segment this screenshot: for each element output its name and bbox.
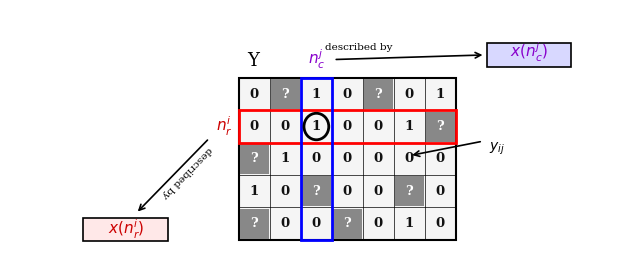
Bar [83, 218, 168, 241]
Bar [301, 78, 332, 240]
Text: ?: ? [344, 217, 351, 230]
Text: 0: 0 [312, 152, 321, 165]
Text: ?: ? [312, 185, 320, 198]
Text: 0: 0 [250, 88, 259, 101]
Text: 1: 1 [250, 185, 259, 198]
Bar [364, 79, 393, 109]
Text: ?: ? [282, 88, 289, 101]
Text: 0: 0 [374, 152, 383, 165]
Text: 1: 1 [404, 120, 414, 133]
Bar [487, 43, 571, 67]
Text: ?: ? [250, 152, 259, 165]
Text: ?: ? [374, 88, 382, 101]
Text: Y: Y [247, 52, 259, 70]
Text: 1: 1 [312, 88, 321, 101]
Text: 0: 0 [436, 185, 445, 198]
Text: 1: 1 [281, 152, 290, 165]
Text: $x(n_c^j)$: $x(n_c^j)$ [510, 41, 548, 64]
Text: $n_r^i$: $n_r^i$ [216, 115, 233, 138]
Text: 0: 0 [374, 120, 383, 133]
Bar [426, 111, 454, 142]
Text: 0: 0 [343, 185, 352, 198]
Text: $n_c^j$: $n_c^j$ [308, 48, 325, 71]
Text: described by: described by [160, 145, 213, 199]
Bar [239, 78, 456, 240]
Text: 0: 0 [374, 185, 383, 198]
Bar [240, 208, 269, 239]
Bar [240, 144, 269, 174]
Text: 0: 0 [343, 88, 352, 101]
Text: ?: ? [436, 120, 444, 133]
Text: 1: 1 [404, 217, 414, 230]
Text: $x(n_r^i)$: $x(n_r^i)$ [108, 218, 144, 241]
Text: 0: 0 [343, 120, 352, 133]
Text: 0: 0 [281, 217, 290, 230]
Text: 0: 0 [405, 88, 414, 101]
Bar [395, 176, 424, 206]
Text: ?: ? [406, 185, 413, 198]
Text: 0: 0 [374, 217, 383, 230]
Text: 0: 0 [281, 185, 290, 198]
Text: ?: ? [250, 217, 259, 230]
Bar [302, 176, 331, 206]
Text: 0: 0 [405, 152, 414, 165]
Text: $y_{ij}$: $y_{ij}$ [489, 141, 505, 157]
Text: 0: 0 [312, 217, 321, 230]
Text: 0: 0 [343, 152, 352, 165]
Text: 0: 0 [281, 120, 290, 133]
Text: 1: 1 [312, 120, 321, 133]
Text: described by: described by [325, 43, 393, 52]
Text: 1: 1 [436, 88, 445, 101]
Bar [333, 208, 362, 239]
Text: 0: 0 [250, 120, 259, 133]
Bar [271, 79, 300, 109]
Text: 0: 0 [436, 217, 445, 230]
Text: 0: 0 [436, 152, 445, 165]
Bar [239, 110, 456, 143]
